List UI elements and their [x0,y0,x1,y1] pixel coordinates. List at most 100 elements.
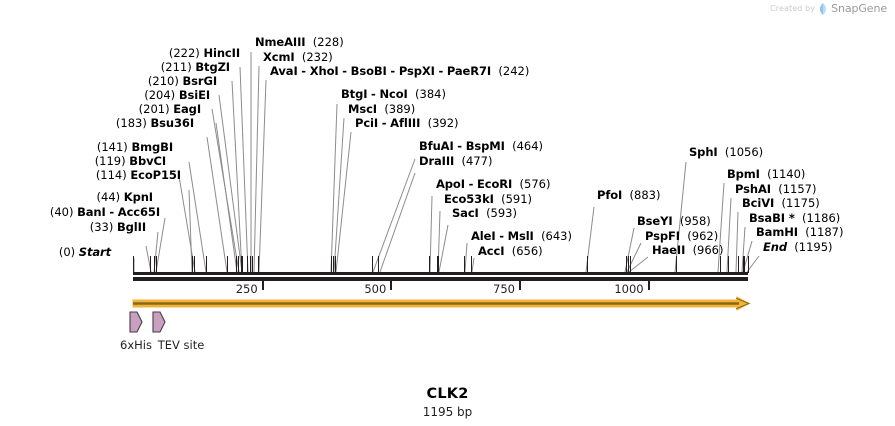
site-name: Eco53kI [444,192,494,206]
site-name-alt: AflIII [390,116,421,130]
site-label-eagi[interactable]: (201) EagI [139,103,201,115]
site-label-pcii-afliii[interactable]: PciI - AflIII (392) [355,116,459,130]
site-tick-acci[interactable] [471,256,472,273]
site-label-btgzi[interactable]: (211) BtgZI [161,61,230,73]
site-label-btgi-ncoi[interactable]: BtgI - NcoI (384) [341,87,446,101]
site-tick-alei[interactable] [464,256,465,273]
site-tick-bfuai[interactable] [372,256,373,273]
site-label-kpni[interactable]: (44) KpnI [96,190,154,204]
site-tick-pspfi[interactable] [628,256,629,273]
site-name-alt: NcoI [379,87,408,101]
site-label-xcmi[interactable]: XcmI (232) [263,51,333,63]
site-tick-eagi[interactable] [236,256,237,273]
site-tick-bcivi[interactable] [738,256,739,273]
site-tick-btgzi[interactable] [242,256,243,273]
site-label-draiii[interactable]: DraIII (477) [419,155,492,167]
site-name-alt: EcoRI [477,177,513,191]
site-label-bseyi[interactable]: BseYI (958) [637,215,711,227]
site-position: (44) [96,190,121,204]
site-label-bsu36i[interactable]: (183) Bsu36I [116,117,194,129]
site-label-bani-acc65i[interactable]: (40) BanI - Acc65I [49,205,160,219]
site-label-bpmi[interactable]: BpmI (1140) [727,168,805,180]
ruler-tick-750 [519,281,521,290]
site-label-end[interactable]: End (1195) [763,241,833,253]
site-tick-bpmi[interactable] [720,256,721,273]
site-tick-pcii[interactable] [335,256,336,273]
site-label-hincii[interactable]: (222) HincII [169,47,240,59]
site-tick-avai[interactable] [258,256,259,273]
site-position: (1187) [805,225,844,239]
site-label-eco53ki[interactable]: Eco53kI (591) [444,193,532,205]
site-label-bamhi[interactable]: BamHI (1187) [756,226,843,238]
site-label-ecop15i[interactable]: (114) EcoP15I [96,169,181,181]
site-label-bsrgi[interactable]: (210) BsrGI [148,75,217,87]
site-tick-pshai[interactable] [728,256,729,273]
site-name: HincII [203,46,240,60]
site-label-bmgbi[interactable]: (141) BmgBI [97,141,173,153]
site-label-bbvci[interactable]: (119) BbvCI [95,155,166,167]
site-tick-kpni[interactable] [156,256,157,273]
site-label-sphi[interactable]: SphI (1056) [689,146,763,158]
site-name: BtgI [341,87,368,101]
site-tick-xcmi[interactable] [252,256,253,273]
site-tick-hincii[interactable] [247,256,248,273]
orf-arrow[interactable] [132,296,753,311]
site-label-bsiei[interactable]: (204) BsiEI [144,89,210,101]
watermark-brand-text: SnapGene [831,2,887,15]
site-tick-ecop15i[interactable] [192,256,193,273]
site-label-pfoi[interactable]: PfoI (883) [597,189,660,201]
site-tick-msci[interactable] [333,256,334,273]
feature-arrow-6xhis[interactable] [129,311,143,333]
site-tick-draiii[interactable] [378,256,379,273]
site-name: AvaI [270,64,298,78]
site-label-bcivi[interactable]: BciVI (1175) [742,197,820,209]
site-label-apoi-ecori[interactable]: ApoI - EcoRI (576) [436,177,551,191]
site-tick-bbvci[interactable] [194,256,195,273]
site-position: (1140) [767,167,806,181]
site-tick-bamhi[interactable] [744,256,745,273]
site-tick-apoi[interactable] [429,256,430,273]
site-tick-nmeaiii[interactable] [250,256,251,273]
site-position: (958) [679,214,711,228]
site-name: BtgZI [195,60,230,74]
site-tick-btgi[interactable] [331,256,332,273]
site-tick-eco53ki[interactable] [437,256,438,273]
site-label-bfuai-bspmi[interactable]: BfuAI - BspMI (464) [419,139,544,153]
site-label-pspfi[interactable]: PspFI (962) [645,230,718,242]
site-name: BbvCI [129,154,166,168]
site-tick-start[interactable] [133,256,134,273]
site-name-alt: Acc65I [117,205,160,219]
site-label-avai-group[interactable]: AvaI - XhoI - BsoBI - PspXI - PaeR7I (24… [270,64,530,78]
site-label-bsabi[interactable]: BsaBI * (1186) [749,212,840,224]
site-tick-sphi[interactable] [676,256,677,273]
site-name: SphI [689,145,718,159]
site-label-pshai[interactable]: PshAI (1157) [735,183,817,195]
site-label-nmeaiii[interactable]: NmeAIII (228) [255,36,344,48]
site-tick-bsu36i[interactable] [227,256,228,273]
site-label-start[interactable]: (0) Start [59,246,111,258]
site-label-msci[interactable]: MscI (389) [348,103,415,115]
site-tick-pfoi[interactable] [587,256,588,273]
feature-label-6xhis: 6xHis [120,338,152,352]
site-position: (883) [629,188,661,202]
feature-arrow-tev-site[interactable] [152,311,166,333]
site-tick-bglii[interactable] [150,256,151,273]
site-tick-end[interactable] [748,256,749,273]
site-label-haeii[interactable]: HaeII (966) [652,244,724,256]
site-tick-bani[interactable] [154,256,155,273]
site-tick-bsrgi[interactable] [241,256,242,273]
site-tick-bseyi[interactable] [626,256,627,273]
site-label-acci[interactable]: AccI (656) [478,245,543,257]
site-label-bglii[interactable]: (33) BglII [90,221,146,233]
site-tick-bsabi[interactable] [743,256,744,273]
site-tick-bsiei[interactable] [238,256,239,273]
site-label-saci[interactable]: SacI (593) [452,207,517,219]
site-name: SacI [452,206,479,220]
site-name-alt: PaeR7I [446,64,492,78]
site-name-alt: BspMI [465,139,505,153]
site-tick-bmgbi[interactable] [206,256,207,273]
site-label-alei-msli[interactable]: AleI - MslI (643) [471,229,572,243]
site-tick-saci[interactable] [438,256,439,273]
site-tick-haeii[interactable] [630,256,631,273]
